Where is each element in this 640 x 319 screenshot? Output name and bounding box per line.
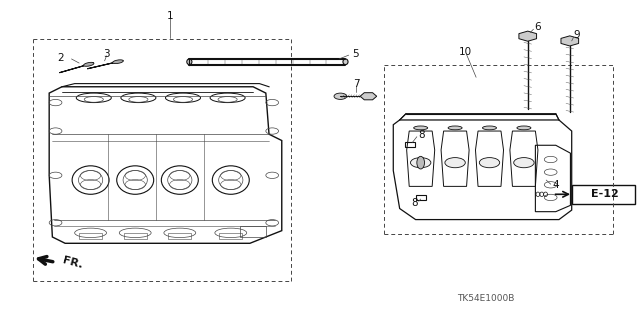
Text: 3: 3 [103,48,110,59]
Ellipse shape [413,126,428,130]
Text: 5: 5 [352,48,358,59]
Ellipse shape [113,60,124,63]
Bar [220,234,243,239]
Text: 10: 10 [459,47,472,57]
Bar [404,142,415,147]
Text: 8: 8 [411,198,418,208]
Text: 8: 8 [419,130,425,140]
Ellipse shape [448,126,462,130]
Bar [79,234,102,239]
Text: 1: 1 [167,11,173,21]
Ellipse shape [83,62,94,66]
Text: 9: 9 [573,30,580,40]
Ellipse shape [187,59,192,65]
Text: 7: 7 [353,78,360,89]
Bar [415,195,426,200]
Polygon shape [87,61,123,69]
Bar [572,185,636,204]
Circle shape [410,158,431,168]
Text: FR.: FR. [62,256,84,271]
Circle shape [479,158,500,168]
Bar [168,234,191,239]
Ellipse shape [417,156,424,169]
Ellipse shape [343,59,348,65]
Circle shape [514,158,534,168]
Bar [241,226,266,237]
Polygon shape [60,63,93,73]
Circle shape [334,93,347,100]
Circle shape [445,158,465,168]
Text: 4: 4 [552,180,559,190]
Bar [124,234,147,239]
Text: 2: 2 [58,53,64,63]
Text: TK54E1000B: TK54E1000B [457,294,515,303]
Text: E-12: E-12 [591,189,619,199]
Text: 6: 6 [534,22,541,32]
Ellipse shape [483,126,497,130]
Ellipse shape [517,126,531,130]
